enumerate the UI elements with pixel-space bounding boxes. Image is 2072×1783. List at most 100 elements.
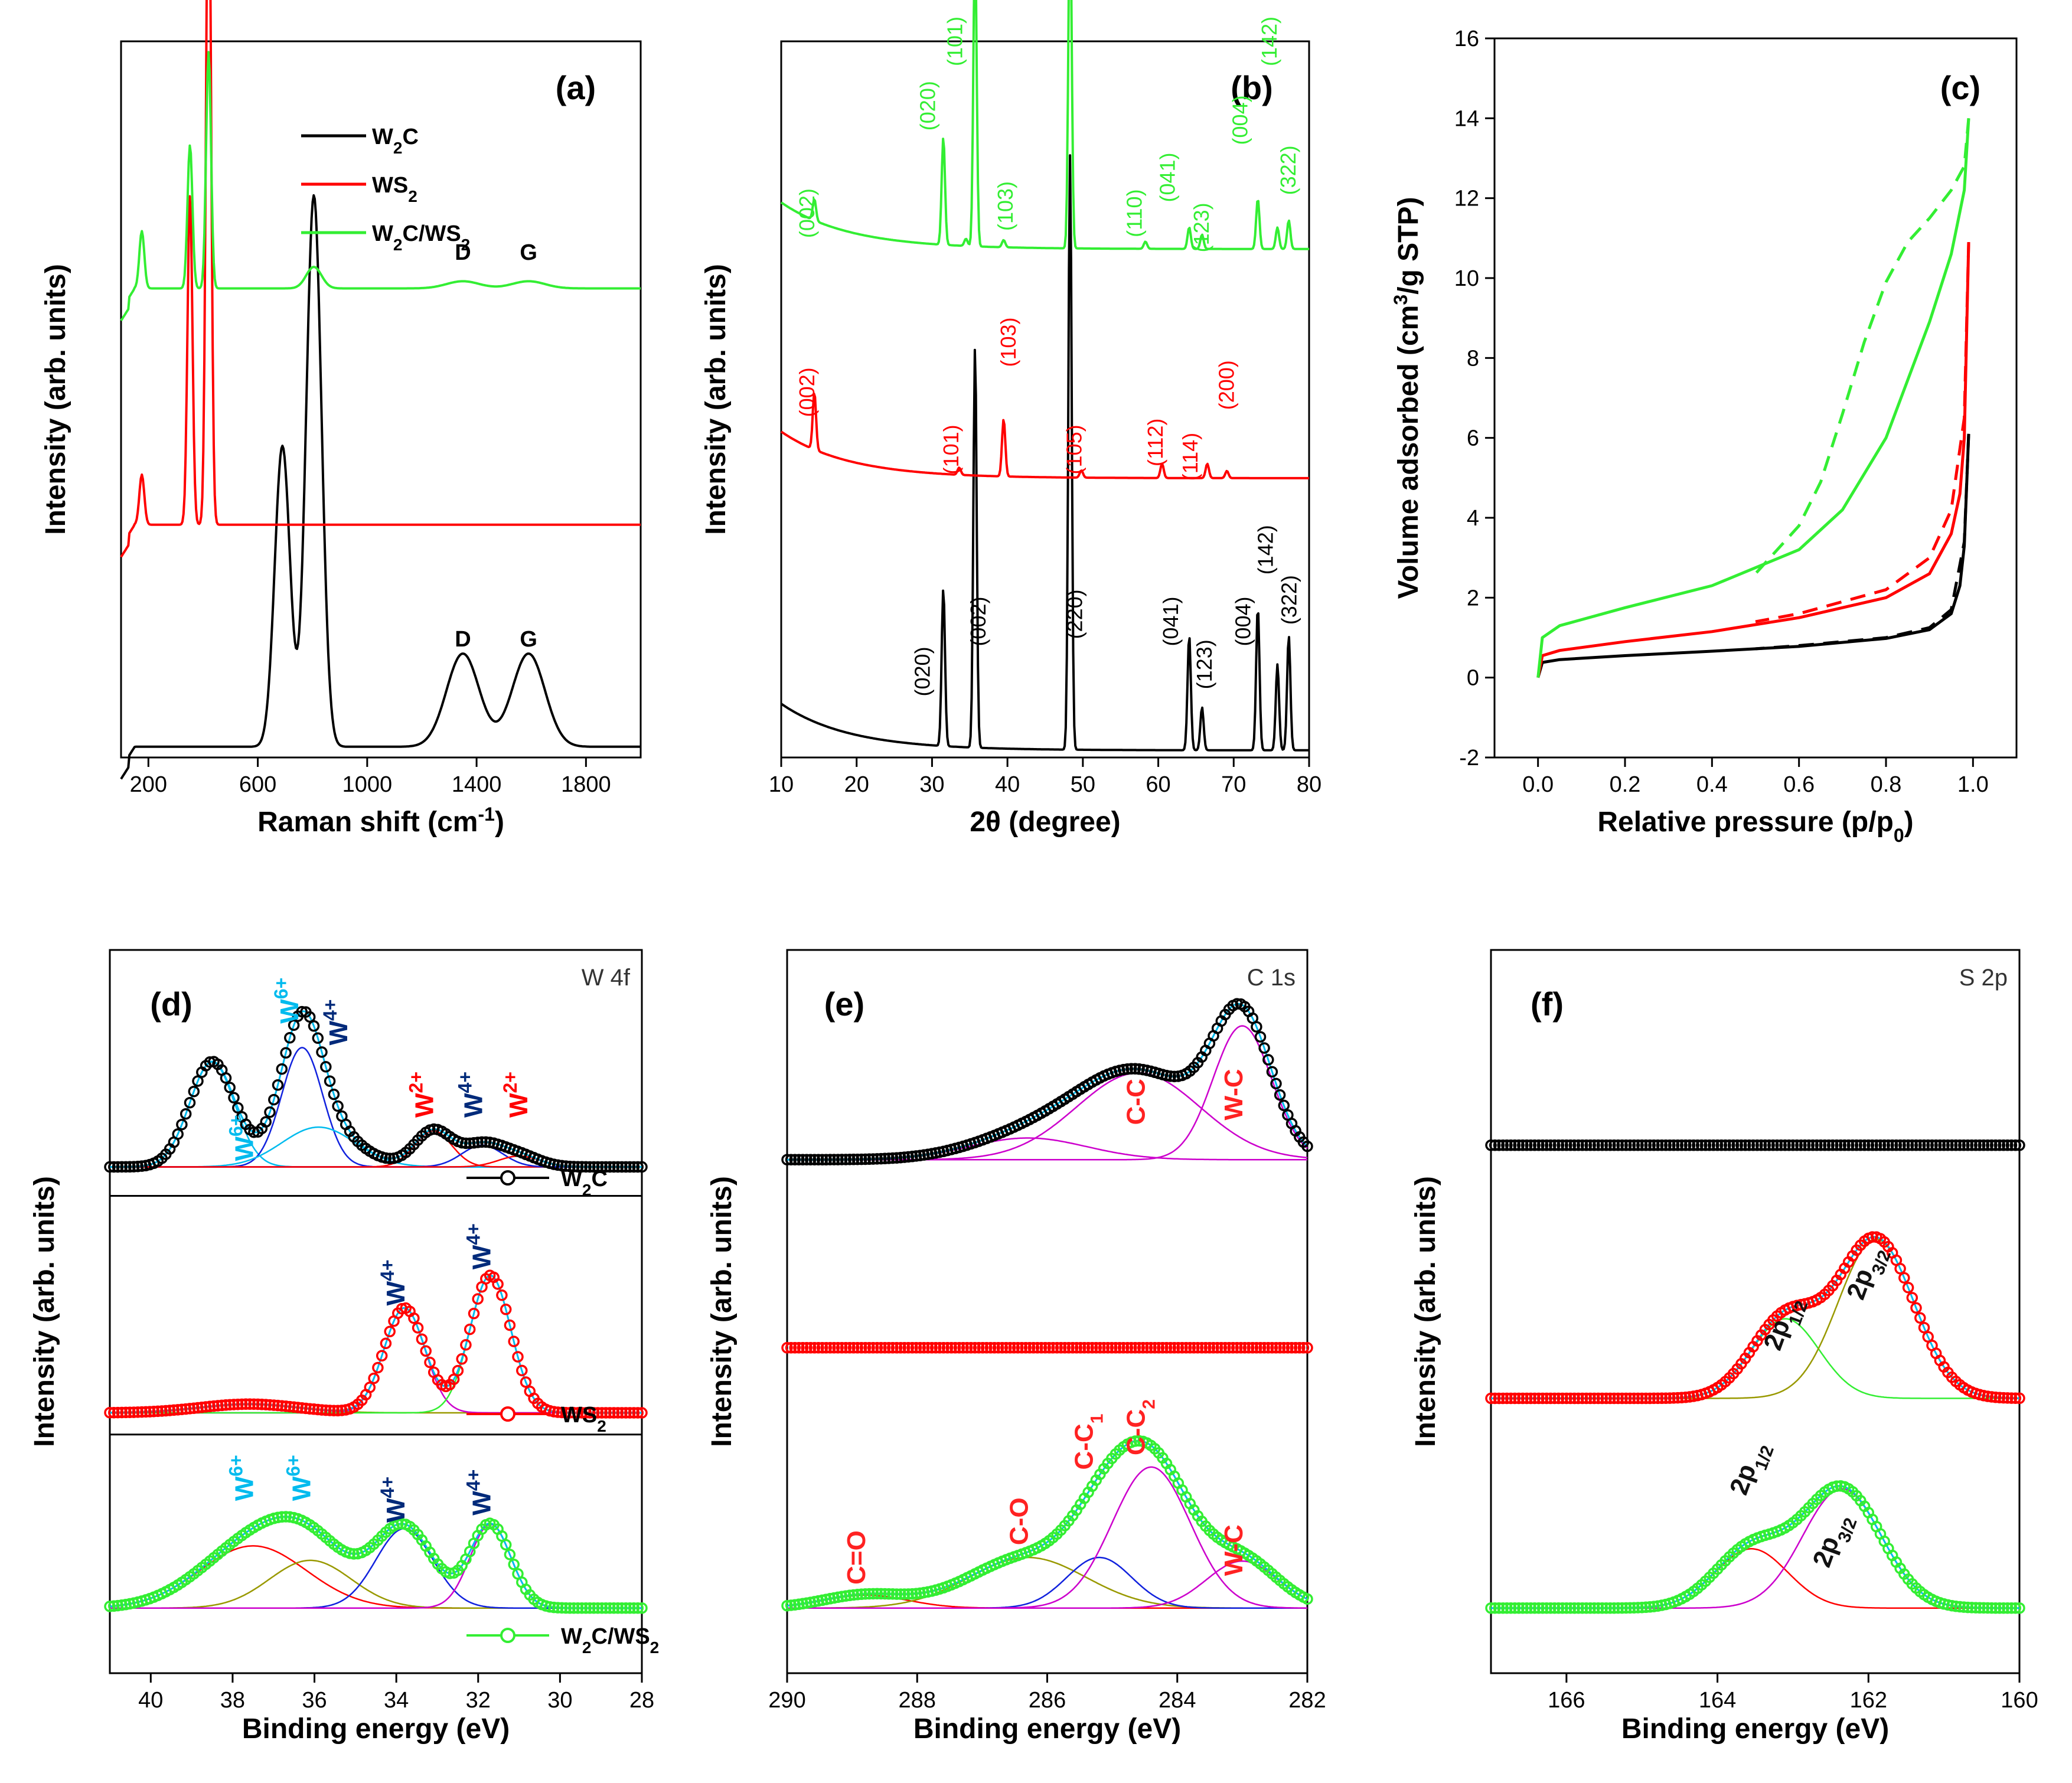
data-point [1962, 1601, 1974, 1614]
data-point [1926, 1139, 1938, 1151]
data-markers-W2C [104, 1005, 648, 1173]
data-point [1660, 1392, 1672, 1404]
data-point [1294, 1342, 1306, 1354]
data-point [1795, 1139, 1807, 1151]
data-point [272, 1511, 284, 1524]
x-axis-label-sup: -1 [478, 804, 494, 825]
data-point [1973, 1139, 1986, 1151]
data-point [1071, 1342, 1082, 1354]
series-line-W2C desorption [1755, 433, 1970, 651]
data-point [898, 1151, 911, 1163]
data-point [1640, 1601, 1652, 1614]
data-point [316, 1046, 328, 1058]
data-point [1568, 1392, 1581, 1405]
data-point [1301, 1593, 1313, 1605]
data-point [895, 1151, 906, 1164]
legend-rest: C [402, 125, 418, 149]
data-point [508, 1335, 520, 1347]
data-point [280, 1511, 292, 1523]
data-point [572, 1161, 584, 1173]
data-point [922, 1342, 934, 1354]
data-point [1520, 1392, 1533, 1405]
x-tick-label-c: 0.8 [1871, 772, 1902, 797]
data-point [364, 1382, 376, 1393]
x-axis-label-text: Raman shift (cm [257, 806, 478, 838]
data-point [1055, 1342, 1067, 1354]
data-point [1223, 1342, 1235, 1354]
data-point [965, 1342, 977, 1354]
data-point [867, 1342, 879, 1354]
peak-index-label: (220) [1063, 589, 1087, 639]
data-point [1592, 1139, 1604, 1151]
data-point [304, 1011, 316, 1023]
y-tick-label-c: 2 [1467, 586, 1479, 610]
data-point [898, 1588, 911, 1600]
data-point [844, 1154, 856, 1165]
data-point [220, 1072, 232, 1084]
data-point [1918, 1321, 1930, 1334]
data-point [1133, 1342, 1145, 1354]
data-point [288, 1401, 300, 1413]
fit-envelope-WS2 [110, 1274, 642, 1414]
x-tick-label-d: 38 [220, 1688, 245, 1713]
data-point [1501, 1139, 1513, 1151]
core-level-label-e: C 1s [1247, 965, 1296, 991]
x-tick-label-c: 0.0 [1522, 772, 1554, 797]
data-point [1536, 1139, 1549, 1151]
data-point [1934, 1139, 1946, 1151]
y-axis-label-f: Intensity (arb. units) [1410, 1176, 1441, 1447]
data-point [1489, 1602, 1501, 1614]
data-point [588, 1161, 600, 1173]
panel-label-b: (b) [1231, 69, 1273, 106]
data-point [192, 1075, 204, 1087]
data-point [1561, 1602, 1572, 1614]
x-tick-label-e: 284 [1159, 1688, 1196, 1713]
data-point [828, 1342, 840, 1354]
data-point [1636, 1601, 1648, 1614]
x-tick-label-b: 40 [995, 772, 1020, 797]
data-point [460, 1137, 472, 1150]
data-point [890, 1588, 903, 1600]
data-point [472, 1293, 484, 1305]
oxidation-label-text: W [504, 1093, 533, 1118]
data-point [1902, 1282, 1914, 1294]
data-point [560, 1160, 572, 1172]
data-point [1035, 1342, 1048, 1354]
data-point [636, 1161, 648, 1173]
data-point [600, 1602, 612, 1614]
legend-rest: C/WS [591, 1624, 650, 1649]
data-point [828, 1154, 840, 1165]
data-point [1711, 1139, 1724, 1151]
peak-index-label: (041) [1156, 152, 1180, 202]
data-point [136, 1160, 148, 1172]
data-point [2005, 1392, 2018, 1404]
fit-component-W2C/WS2 [110, 1559, 642, 1609]
peak-index-label: (200) [1214, 360, 1238, 410]
data-point [1878, 1139, 1890, 1151]
data-point [556, 1602, 568, 1614]
data-point [1636, 1392, 1648, 1405]
y-tick-label-c: 4 [1467, 506, 1479, 531]
data-point [1262, 1342, 1274, 1354]
data-point [832, 1154, 844, 1165]
oxidation-label-text: W [410, 1093, 439, 1118]
data-point [244, 1398, 256, 1410]
data-point [176, 1403, 188, 1415]
data-point [1858, 1139, 1871, 1151]
data-point [781, 1154, 793, 1165]
data-point [1855, 1139, 1867, 1151]
data-point [632, 1407, 644, 1419]
data-point [1608, 1139, 1620, 1151]
data-point [1938, 1139, 1950, 1151]
data-point [1129, 1435, 1141, 1447]
data-point [172, 1128, 184, 1140]
data-point [1251, 1342, 1262, 1354]
data-point [813, 1154, 824, 1165]
data-point [832, 1342, 844, 1354]
data-point [384, 1152, 396, 1165]
data-point [1715, 1139, 1728, 1151]
data-point [368, 1372, 380, 1384]
data-point [464, 1137, 476, 1150]
data-point [1989, 1139, 2002, 1151]
data-point [1612, 1602, 1624, 1614]
